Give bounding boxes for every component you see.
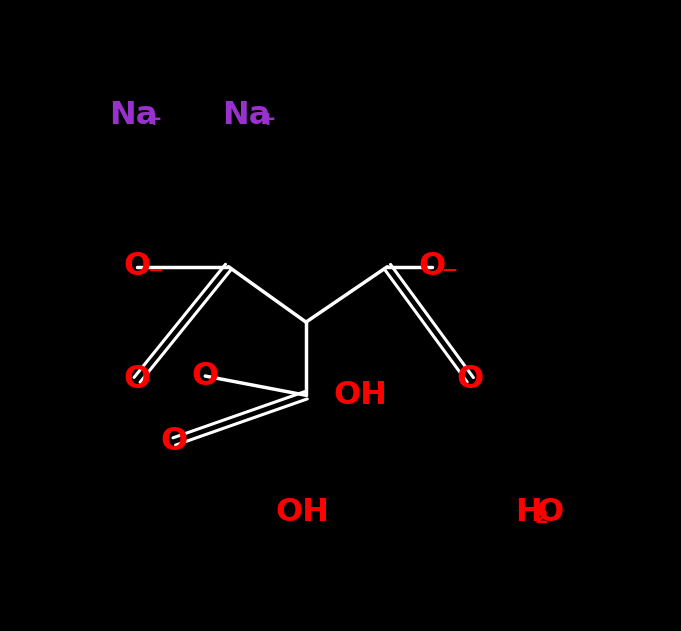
Text: −: − bbox=[443, 261, 459, 280]
Text: O: O bbox=[191, 360, 219, 391]
Text: O: O bbox=[457, 364, 484, 396]
Text: Na: Na bbox=[109, 100, 157, 131]
Text: 2: 2 bbox=[535, 508, 548, 527]
Text: O: O bbox=[123, 364, 151, 396]
Text: OH: OH bbox=[333, 380, 387, 411]
Text: H: H bbox=[515, 497, 542, 528]
Text: +: + bbox=[259, 110, 276, 129]
Text: Na: Na bbox=[222, 100, 270, 131]
Text: OH: OH bbox=[275, 497, 329, 528]
Text: −: − bbox=[148, 261, 164, 280]
Text: O: O bbox=[418, 251, 445, 282]
Text: +: + bbox=[146, 110, 163, 129]
Text: O: O bbox=[123, 251, 151, 282]
Text: O: O bbox=[161, 426, 188, 457]
Text: O: O bbox=[537, 497, 564, 528]
